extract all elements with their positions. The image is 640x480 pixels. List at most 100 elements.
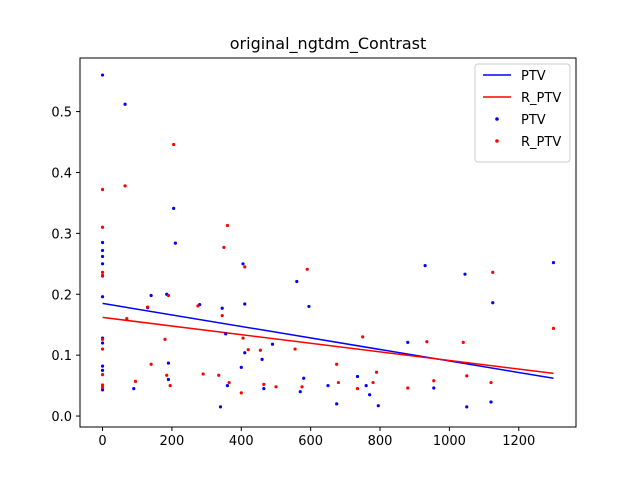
data-point-r-ptv <box>465 374 469 378</box>
data-point-ptv <box>298 390 302 394</box>
data-point-r-ptv <box>432 379 436 383</box>
data-point-r-ptv <box>146 305 150 309</box>
data-point-ptv <box>100 254 105 259</box>
y-tick-label: 0.0 <box>51 410 72 425</box>
data-point-ptv <box>100 240 105 245</box>
data-point-r-ptv <box>100 273 105 277</box>
data-point-ptv <box>243 351 247 355</box>
legend-marker-swatch <box>495 117 499 121</box>
data-point-ptv <box>100 368 105 372</box>
data-point-ptv <box>423 264 427 268</box>
data-point-ptv <box>307 304 311 309</box>
data-point-r-ptv <box>168 383 172 388</box>
data-point-ptv <box>270 342 275 346</box>
trend-line-ptv <box>102 302 554 380</box>
data-point-r-ptv <box>225 223 230 228</box>
data-point-r-ptv <box>222 245 226 249</box>
legend-box <box>474 63 571 163</box>
data-point-ptv <box>100 364 105 368</box>
data-point-ptv <box>132 387 136 391</box>
data-point-r-ptv <box>100 225 105 229</box>
y-axis: 0.0 0.1 0.2 0.3 0.4 0.5 <box>51 106 80 425</box>
data-point-ptv <box>173 241 177 245</box>
y-tick-label: 0.5 <box>51 106 72 121</box>
y-tick-label: 0.4 <box>51 166 72 181</box>
data-point-r-ptv <box>243 265 247 269</box>
legend-marker-swatch <box>495 139 499 143</box>
data-point-r-ptv <box>274 385 278 389</box>
data-point-r-ptv <box>196 304 200 308</box>
x-tick-label: 400 <box>229 434 254 449</box>
trend-line-r-ptv <box>102 316 554 375</box>
data-point-r-ptv <box>100 383 105 387</box>
legend-label: R_PTV <box>521 91 561 106</box>
plot-area <box>79 57 577 428</box>
data-point-r-ptv <box>227 380 231 385</box>
data-point-ptv <box>166 361 171 365</box>
data-point-r-ptv <box>355 387 360 391</box>
data-point-ptv <box>100 341 105 345</box>
data-point-r-ptv <box>425 340 429 344</box>
data-point-ptv <box>326 383 330 388</box>
data-point-r-ptv <box>489 380 493 385</box>
y-tick-label: 0.1 <box>51 349 72 364</box>
plot-frame <box>79 57 577 428</box>
x-tick-label: 1200 <box>502 434 535 449</box>
y-tick-label: 0.2 <box>51 288 72 303</box>
data-point-ptv <box>551 260 556 265</box>
data-point-ptv <box>225 383 230 388</box>
data-point-r-ptv <box>246 348 250 352</box>
data-point-r-ptv <box>374 370 379 374</box>
data-point-r-ptv <box>100 347 105 351</box>
data-point-ptv <box>432 386 436 390</box>
data-point-ptv <box>295 279 299 284</box>
data-points <box>100 73 556 409</box>
data-point-ptv <box>218 405 223 409</box>
data-point-r-ptv <box>100 270 105 274</box>
data-point-ptv <box>241 262 245 266</box>
data-point-r-ptv <box>125 317 129 321</box>
data-point-r-ptv <box>172 142 176 147</box>
x-tick-label: 200 <box>160 434 185 449</box>
legend: PTV R_PTV PTV R_PTV <box>474 63 571 163</box>
data-point-r-ptv <box>551 326 556 330</box>
data-point-r-ptv <box>123 184 127 188</box>
data-point-ptv <box>491 301 495 305</box>
data-point-r-ptv <box>100 337 105 341</box>
data-point-r-ptv <box>361 335 365 339</box>
trend-lines <box>102 302 554 380</box>
data-point-ptv <box>465 405 469 409</box>
data-point-r-ptv <box>305 267 309 271</box>
data-point-ptv <box>224 332 228 336</box>
data-point-r-ptv <box>201 372 205 376</box>
data-point-ptv <box>376 404 380 408</box>
data-point-ptv <box>100 73 105 77</box>
data-point-r-ptv <box>293 347 297 351</box>
data-point-ptv <box>335 402 339 406</box>
data-point-r-ptv <box>241 336 245 340</box>
x-axis: 0 200 400 600 800 1000 1200 <box>98 427 535 449</box>
data-point-ptv <box>243 302 247 306</box>
data-point-r-ptv <box>217 373 221 377</box>
data-point-ptv <box>406 340 410 344</box>
x-tick-label: 600 <box>298 434 323 449</box>
data-point-ptv <box>100 248 105 253</box>
data-point-r-ptv <box>461 340 465 344</box>
data-point-ptv <box>302 376 306 380</box>
x-tick-label: 1000 <box>433 434 466 449</box>
data-point-ptv <box>364 383 368 388</box>
x-tick-label: 0 <box>98 434 106 449</box>
data-point-ptv <box>100 262 105 266</box>
x-tick-label: 800 <box>368 434 393 449</box>
data-point-r-ptv <box>258 348 262 352</box>
data-point-ptv <box>100 388 105 392</box>
data-point-ptv <box>123 102 127 106</box>
data-point-r-ptv <box>100 373 105 377</box>
data-point-ptv <box>100 295 105 299</box>
data-point-r-ptv <box>335 362 339 366</box>
y-tick-label: 0.3 <box>51 227 72 242</box>
data-point-r-ptv <box>406 386 410 390</box>
data-point-r-ptv <box>166 293 171 298</box>
data-point-r-ptv <box>149 362 153 366</box>
